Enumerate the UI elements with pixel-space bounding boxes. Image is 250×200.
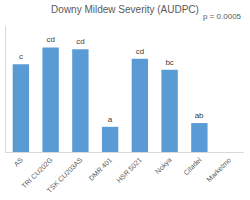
- svg-text:TRI CU202G: TRI CU202G: [20, 156, 54, 190]
- svg-text:cd: cd: [46, 35, 54, 44]
- svg-text:cd: cd: [76, 37, 84, 46]
- svg-text:Downy Mildew Severity (AUDPC): Downy Mildew Severity (AUDPC): [51, 4, 199, 15]
- svg-text:DMR 401: DMR 401: [87, 156, 113, 182]
- svg-text:a: a: [108, 115, 113, 124]
- svg-text:Nokya: Nokya: [154, 156, 174, 176]
- svg-text:HSR 5021: HSR 5021: [115, 156, 143, 184]
- svg-text:TSK CU203AS: TSK CU203AS: [46, 156, 84, 194]
- svg-text:bc: bc: [165, 58, 173, 67]
- svg-text:c: c: [19, 52, 23, 61]
- svg-text:AS: AS: [13, 156, 25, 168]
- svg-text:p = 0.0005: p = 0.0005: [203, 12, 242, 21]
- svg-text:Marketmo: Marketmo: [205, 156, 232, 183]
- svg-text:ab: ab: [195, 111, 204, 120]
- svg-text:cd: cd: [136, 47, 144, 56]
- svg-text:Citadel: Citadel: [182, 156, 203, 177]
